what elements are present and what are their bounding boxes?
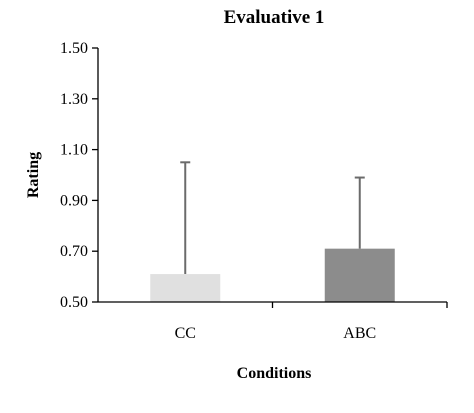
x-axis-title: Conditions <box>237 365 312 382</box>
bar-cc <box>150 274 221 302</box>
bar-abc <box>324 248 395 302</box>
y-tick-label: 0.90 <box>60 192 88 209</box>
x-axis-ticks: CC ABC <box>175 302 448 342</box>
x-tick-label: ABC <box>343 325 376 342</box>
y-tick-label: 1.30 <box>60 91 88 108</box>
x-tick-label: CC <box>175 325 196 342</box>
error-bars <box>180 161 365 275</box>
bars <box>150 248 395 302</box>
y-tick-label: 1.50 <box>60 40 88 57</box>
y-tick-label: 0.50 <box>60 294 88 311</box>
y-axis-ticks: 0.50 0.70 0.90 1.10 1.30 1.50 <box>60 40 98 311</box>
y-tick-label: 0.70 <box>60 243 88 260</box>
y-tick-label: 1.10 <box>60 142 88 159</box>
y-axis-title: Rating <box>25 152 42 198</box>
chart-title: Evaluative 1 <box>224 7 325 28</box>
